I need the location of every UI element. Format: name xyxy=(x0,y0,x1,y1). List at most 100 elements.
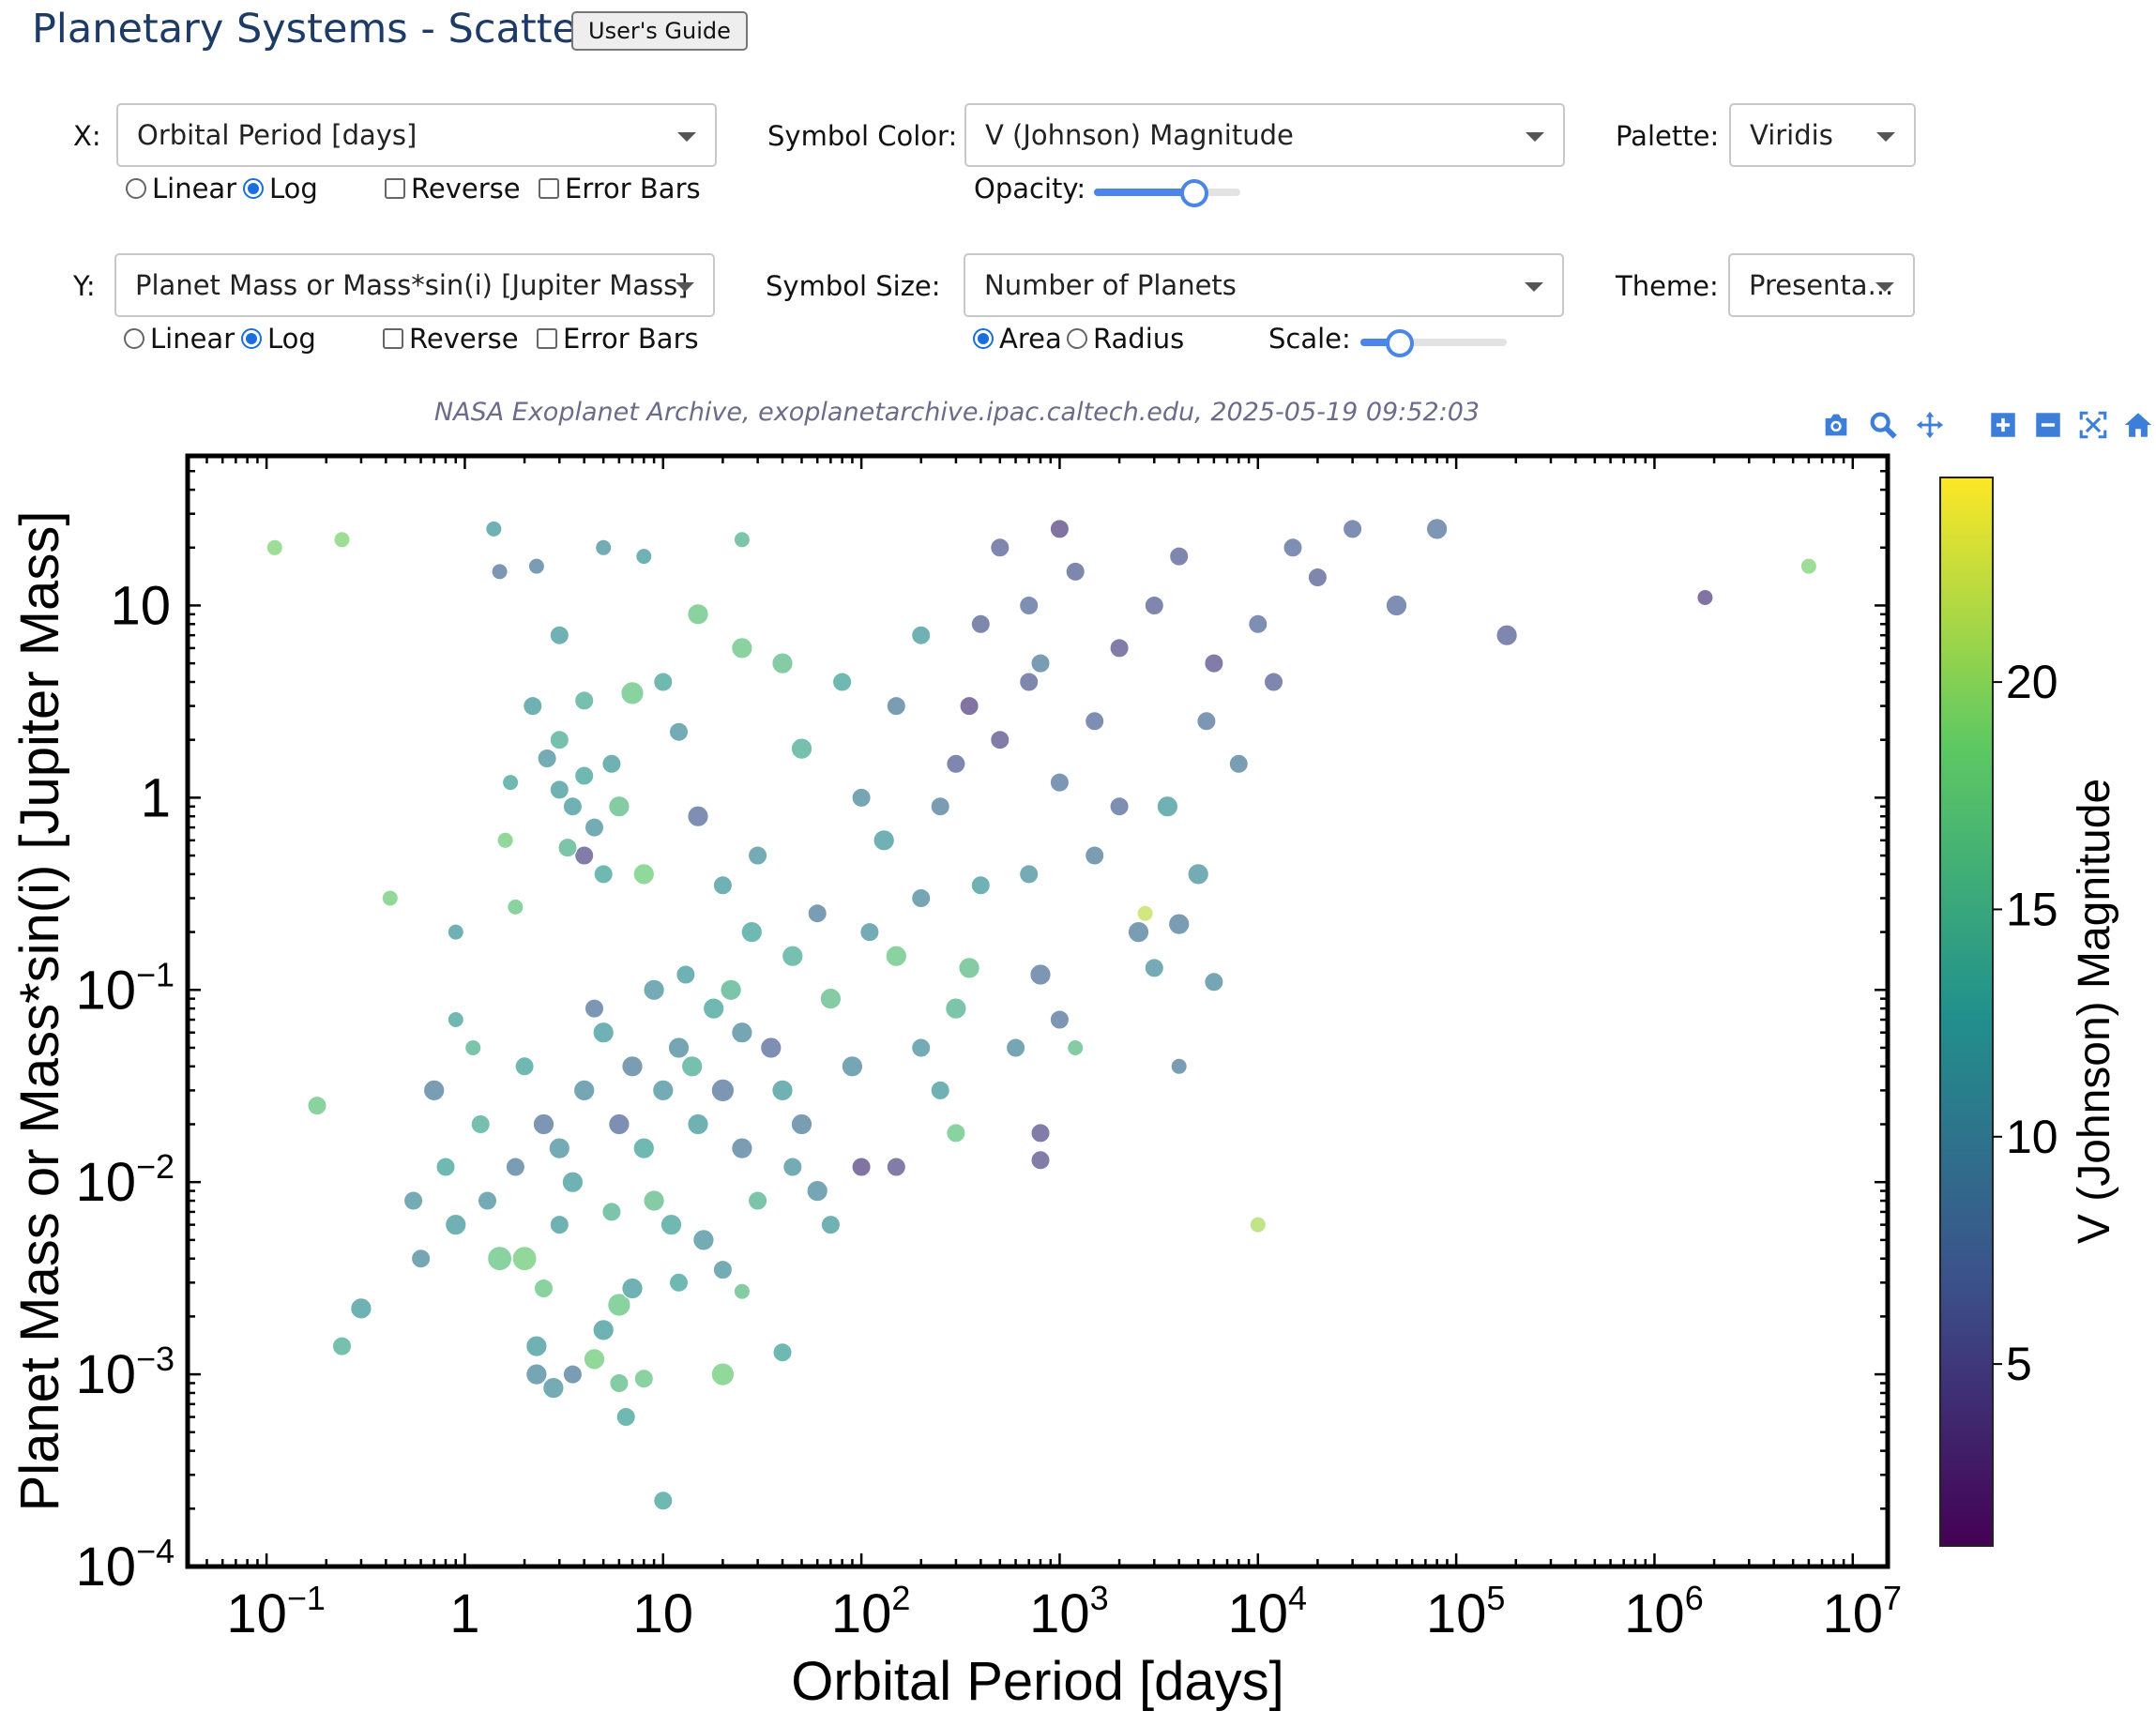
data-point[interactable] xyxy=(687,805,709,827)
x-axis-select[interactable]: Orbital Period [days] xyxy=(116,103,717,167)
data-point[interactable] xyxy=(1065,561,1086,583)
data-point[interactable] xyxy=(410,1248,432,1269)
data-point[interactable] xyxy=(946,1123,966,1143)
data-point[interactable] xyxy=(331,1336,353,1356)
data-point[interactable] xyxy=(549,1214,570,1235)
data-point[interactable] xyxy=(561,1171,585,1193)
data-point[interactable] xyxy=(710,1078,736,1103)
data-point[interactable] xyxy=(574,765,595,786)
data-point[interactable] xyxy=(651,1079,675,1102)
data-point[interactable] xyxy=(527,557,546,575)
data-point[interactable] xyxy=(710,1362,736,1386)
data-point[interactable] xyxy=(806,1179,828,1203)
data-point[interactable] xyxy=(557,837,578,858)
data-point[interactable] xyxy=(1187,863,1209,886)
data-point[interactable] xyxy=(692,1229,715,1251)
theme-select[interactable]: Presenta... xyxy=(1728,253,1915,317)
x-log-radio[interactable]: Log xyxy=(243,173,318,204)
data-point[interactable] xyxy=(720,978,742,1002)
data-point[interactable] xyxy=(1425,518,1449,540)
data-point[interactable] xyxy=(608,795,630,818)
data-point[interactable] xyxy=(507,898,524,916)
data-point[interactable] xyxy=(1084,845,1105,866)
data-point[interactable] xyxy=(1144,958,1165,978)
data-point[interactable] xyxy=(873,828,895,852)
data-point[interactable] xyxy=(533,1278,554,1299)
data-point[interactable] xyxy=(930,796,950,817)
data-point[interactable] xyxy=(771,1079,794,1102)
data-point[interactable] xyxy=(1228,753,1250,775)
data-point[interactable] xyxy=(1127,920,1150,944)
data-point[interactable] xyxy=(990,730,1010,750)
users-guide-button[interactable]: User's Guide xyxy=(571,11,748,51)
data-point[interactable] xyxy=(712,1259,734,1280)
data-point[interactable] xyxy=(667,1037,691,1059)
data-point[interactable] xyxy=(574,845,595,866)
data-point[interactable] xyxy=(790,1113,813,1136)
data-point[interactable] xyxy=(486,1246,513,1272)
data-point[interactable] xyxy=(1049,519,1070,539)
data-point[interactable] xyxy=(807,903,827,924)
data-point[interactable] xyxy=(1496,624,1518,646)
data-point[interactable] xyxy=(633,1368,655,1389)
data-point[interactable] xyxy=(1030,1150,1051,1171)
scale-slider[interactable] xyxy=(1360,329,1507,357)
data-point[interactable] xyxy=(782,1157,803,1177)
data-point[interactable] xyxy=(607,1293,631,1317)
data-point[interactable] xyxy=(447,1010,464,1029)
data-point[interactable] xyxy=(525,1363,548,1385)
data-point[interactable] xyxy=(470,1113,491,1135)
scale-slider-handle[interactable] xyxy=(1386,329,1414,357)
data-point[interactable] xyxy=(771,652,794,674)
size-radius-radio[interactable]: Radius xyxy=(1067,323,1184,355)
data-point[interactable] xyxy=(435,1157,456,1177)
data-point[interactable] xyxy=(859,921,880,943)
data-point[interactable] xyxy=(731,637,753,659)
data-point[interactable] xyxy=(485,520,503,538)
data-point[interactable] xyxy=(1249,1216,1268,1234)
data-point[interactable] xyxy=(542,1376,565,1400)
data-point[interactable] xyxy=(525,1335,548,1357)
data-point[interactable] xyxy=(886,695,907,717)
data-point[interactable] xyxy=(886,1157,907,1177)
data-point[interactable] xyxy=(1109,796,1130,817)
data-point[interactable] xyxy=(491,563,509,581)
data-point[interactable] xyxy=(1018,864,1040,885)
opacity-slider-handle[interactable] xyxy=(1180,179,1208,207)
zoom-out-icon[interactable] xyxy=(2032,409,2064,441)
data-point[interactable] xyxy=(643,1189,665,1212)
x-linear-radio[interactable]: Linear xyxy=(126,173,236,204)
x-error-bars-checkbox[interactable]: Error Bars xyxy=(539,173,701,204)
data-point[interactable] xyxy=(572,1079,596,1102)
data-point[interactable] xyxy=(653,672,674,692)
data-point[interactable] xyxy=(511,1246,538,1272)
data-point[interactable] xyxy=(740,920,764,944)
data-point[interactable] xyxy=(660,1213,683,1236)
data-point[interactable] xyxy=(620,681,645,705)
data-point[interactable] xyxy=(381,889,399,907)
data-point[interactable] xyxy=(1109,638,1130,659)
home-icon[interactable] xyxy=(2122,409,2154,441)
data-point[interactable] xyxy=(1170,1057,1188,1076)
data-point[interactable] xyxy=(584,998,605,1019)
data-point[interactable] xyxy=(702,997,725,1020)
data-point[interactable] xyxy=(1156,795,1179,818)
data-point[interactable] xyxy=(759,1037,782,1059)
data-point[interactable] xyxy=(333,531,351,549)
data-point[interactable] xyxy=(747,1190,768,1211)
data-point[interactable] xyxy=(1018,672,1040,692)
data-point[interactable] xyxy=(514,1056,535,1077)
data-point[interactable] xyxy=(1696,588,1714,607)
data-point[interactable] xyxy=(532,1113,555,1136)
data-point[interactable] xyxy=(851,787,872,809)
palette-select[interactable]: Viridis xyxy=(1729,103,1916,167)
data-point[interactable] xyxy=(632,1137,656,1159)
data-point[interactable] xyxy=(731,1137,753,1159)
size-area-radio[interactable]: Area xyxy=(973,323,1062,355)
symbol-color-select[interactable]: V (Johnson) Magnitude xyxy=(964,103,1565,167)
data-point[interactable] xyxy=(422,1079,446,1102)
data-point[interactable] xyxy=(1283,537,1303,558)
data-point[interactable] xyxy=(970,875,992,896)
data-point[interactable] xyxy=(621,1277,644,1300)
data-point[interactable] xyxy=(501,773,520,792)
